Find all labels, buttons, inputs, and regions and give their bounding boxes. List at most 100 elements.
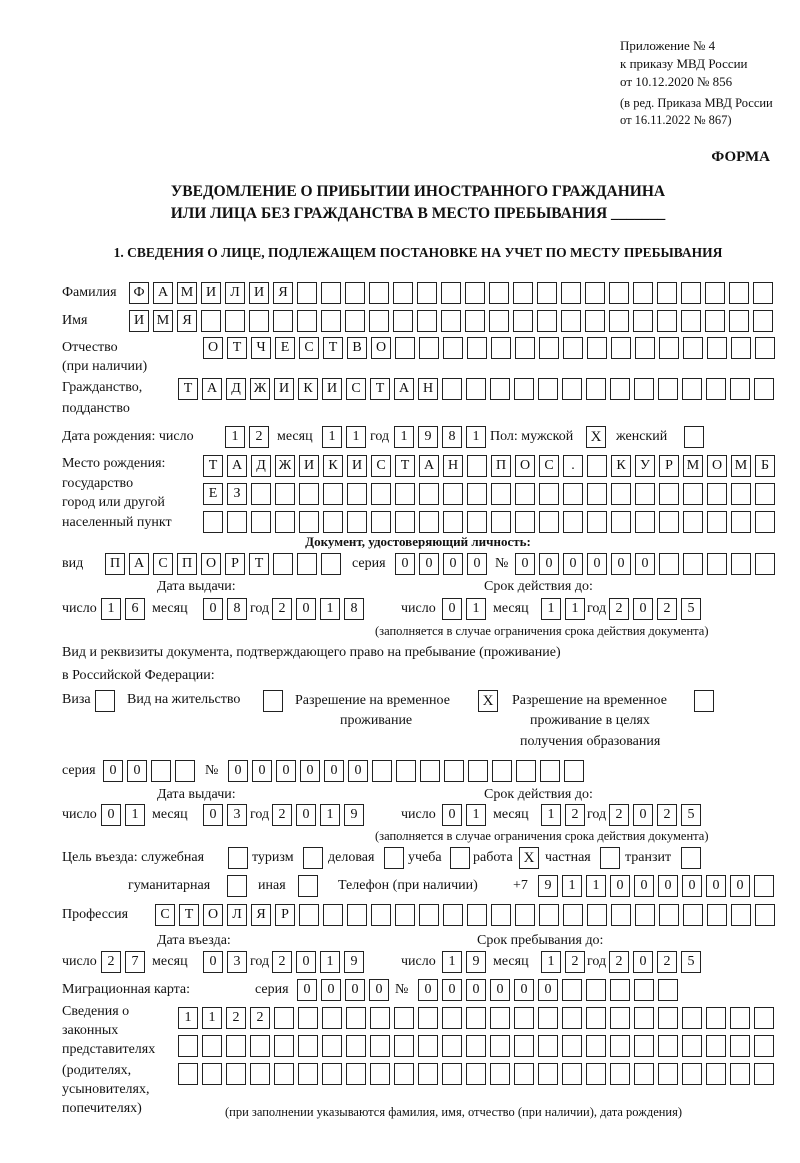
char-cell[interactable] <box>683 904 703 926</box>
char-cell[interactable] <box>683 337 703 359</box>
char-cell[interactable] <box>466 1063 486 1085</box>
char-cell[interactable] <box>466 1035 486 1057</box>
char-cell[interactable] <box>321 282 341 304</box>
char-cell[interactable]: А <box>129 553 149 575</box>
char-cell[interactable] <box>418 1007 438 1029</box>
char-cell[interactable]: И <box>249 282 269 304</box>
char-cell[interactable] <box>443 483 463 505</box>
char-cell[interactable] <box>299 511 319 533</box>
char-cell[interactable] <box>514 1007 534 1029</box>
char-cell[interactable]: 0 <box>297 979 317 1001</box>
char-cell[interactable] <box>705 282 725 304</box>
char-cell[interactable] <box>755 553 775 575</box>
char-cell[interactable]: 1 <box>442 951 462 973</box>
char-cell[interactable]: С <box>539 455 559 477</box>
char-cell[interactable] <box>395 904 415 926</box>
char-cell[interactable]: 0 <box>466 979 486 1001</box>
char-cell[interactable]: 9 <box>344 951 364 973</box>
char-cell[interactable]: 1 <box>394 426 414 448</box>
char-cell[interactable] <box>659 553 679 575</box>
char-cell[interactable] <box>755 904 775 926</box>
char-cell[interactable] <box>467 904 487 926</box>
char-cell[interactable] <box>538 1035 558 1057</box>
char-cell[interactable]: А <box>227 455 247 477</box>
char-cell[interactable]: 8 <box>344 598 364 620</box>
char-cell[interactable] <box>151 760 171 782</box>
char-cell[interactable] <box>755 337 775 359</box>
char-cell[interactable]: Р <box>659 455 679 477</box>
char-cell[interactable]: И <box>347 455 367 477</box>
char-cell[interactable] <box>611 511 631 533</box>
char-cell[interactable] <box>515 511 535 533</box>
char-cell[interactable] <box>754 875 774 897</box>
char-cell[interactable]: А <box>394 378 414 400</box>
char-cell[interactable] <box>731 511 751 533</box>
char-cell[interactable] <box>249 310 269 332</box>
char-cell[interactable] <box>490 1063 510 1085</box>
char-cell[interactable] <box>538 378 558 400</box>
residence-permit-checkbox[interactable] <box>263 690 283 712</box>
char-cell[interactable]: К <box>611 455 631 477</box>
char-cell[interactable]: 5 <box>681 951 701 973</box>
temp-residence-checkbox[interactable]: X <box>478 690 498 712</box>
char-cell[interactable]: 1 <box>101 598 121 620</box>
visa-checkbox[interactable] <box>95 690 115 712</box>
char-cell[interactable]: 0 <box>443 553 463 575</box>
char-cell[interactable]: 0 <box>419 553 439 575</box>
char-cell[interactable] <box>610 378 630 400</box>
char-cell[interactable] <box>516 760 536 782</box>
char-cell[interactable]: 0 <box>296 598 316 620</box>
char-cell[interactable] <box>658 1063 678 1085</box>
purpose-work-checkbox[interactable]: X <box>519 847 539 869</box>
char-cell[interactable] <box>346 1063 366 1085</box>
char-cell[interactable] <box>322 1063 342 1085</box>
char-cell[interactable]: 1 <box>178 1007 198 1029</box>
char-cell[interactable]: 0 <box>101 804 121 826</box>
char-cell[interactable]: 3 <box>227 804 247 826</box>
char-cell[interactable] <box>395 483 415 505</box>
char-cell[interactable]: 0 <box>658 875 678 897</box>
char-cell[interactable] <box>730 1035 750 1057</box>
char-cell[interactable]: 2 <box>249 426 269 448</box>
char-cell[interactable]: 0 <box>418 979 438 1001</box>
char-cell[interactable]: 1 <box>202 1007 222 1029</box>
char-cell[interactable] <box>754 1035 774 1057</box>
char-cell[interactable]: 1 <box>586 875 606 897</box>
char-cell[interactable]: Т <box>179 904 199 926</box>
char-cell[interactable] <box>634 1007 654 1029</box>
char-cell[interactable] <box>563 483 583 505</box>
char-cell[interactable] <box>515 483 535 505</box>
char-cell[interactable]: М <box>731 455 751 477</box>
char-cell[interactable] <box>321 553 341 575</box>
char-cell[interactable] <box>609 310 629 332</box>
char-cell[interactable]: 1 <box>466 598 486 620</box>
char-cell[interactable]: Я <box>251 904 271 926</box>
char-cell[interactable] <box>563 904 583 926</box>
char-cell[interactable]: О <box>515 455 535 477</box>
char-cell[interactable] <box>419 904 439 926</box>
char-cell[interactable]: 0 <box>442 979 462 1001</box>
char-cell[interactable] <box>298 1063 318 1085</box>
char-cell[interactable]: И <box>274 378 294 400</box>
char-cell[interactable] <box>442 378 462 400</box>
char-cell[interactable]: 0 <box>103 760 123 782</box>
char-cell[interactable]: 0 <box>610 875 630 897</box>
char-cell[interactable]: Л <box>225 282 245 304</box>
char-cell[interactable]: 1 <box>320 951 340 973</box>
char-cell[interactable]: 0 <box>369 979 389 1001</box>
char-cell[interactable] <box>755 511 775 533</box>
char-cell[interactable]: . <box>563 455 583 477</box>
char-cell[interactable]: 2 <box>272 598 292 620</box>
char-cell[interactable] <box>202 1063 222 1085</box>
char-cell[interactable]: О <box>371 337 391 359</box>
char-cell[interactable]: 6 <box>125 598 145 620</box>
char-cell[interactable]: 0 <box>296 951 316 973</box>
